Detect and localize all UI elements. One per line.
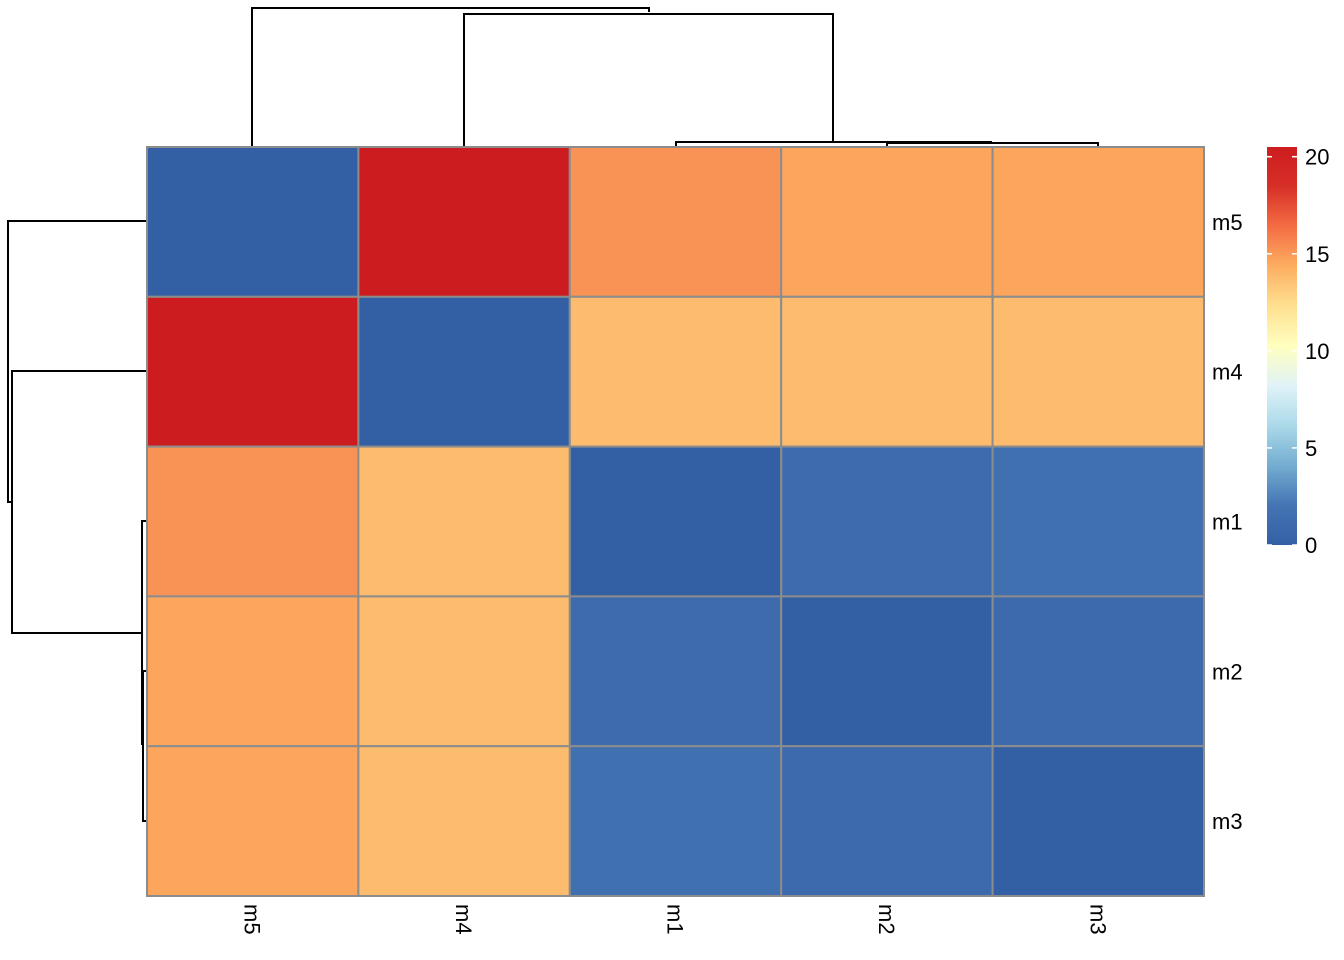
heatmap-cell-m1-m4 <box>357 445 571 598</box>
row-labels: m5 m4 m1 m2 m3 <box>1212 210 1243 834</box>
legend-tick-label-0: 0 <box>1305 533 1317 558</box>
heatmap-cell-m3-m3 <box>991 745 1205 898</box>
row-label-m5: m5 <box>1212 210 1243 235</box>
row-label-m4: m4 <box>1212 360 1243 385</box>
legend-tick-label-5: 5 <box>1305 436 1317 461</box>
row-label-m2: m2 <box>1212 659 1243 684</box>
heatmap-cell-m2-m1 <box>568 595 783 748</box>
heatmap-cell-m5-m2 <box>780 146 994 298</box>
color-legend: 0 5 10 15 20 <box>1267 145 1329 558</box>
heatmap-cells <box>146 146 1205 898</box>
column-label-m5: m5 <box>240 904 265 935</box>
heatmap-cell-m4-m4 <box>357 295 571 448</box>
heatmap-cell-m5-m3 <box>991 146 1205 298</box>
heatmap-cell-m1-m5 <box>146 445 360 598</box>
column-labels: m5 m4 m1 m2 m3 <box>240 904 1111 935</box>
heatmap-cell-m1-m2 <box>780 445 994 598</box>
heatmap-cell-m3-m2 <box>780 745 994 898</box>
legend-tick-label-20: 20 <box>1305 145 1329 170</box>
color-legend-bar <box>1267 147 1297 545</box>
heatmap-cell-m4-m3 <box>991 295 1205 448</box>
heatmap-cell-m4-m1 <box>568 295 783 448</box>
col-dendro-branch-m4 <box>463 13 834 147</box>
heatmap-cell-m2-m3 <box>991 595 1205 748</box>
legend-tick-label-15: 15 <box>1305 242 1329 267</box>
heatmap-cell-m5-m5 <box>146 146 360 298</box>
heatmap-cell-m1-m1 <box>568 445 783 598</box>
row-label-m1: m1 <box>1212 510 1243 535</box>
heatmap-cell-m1-m3 <box>991 445 1205 598</box>
column-label-m2: m2 <box>874 904 899 935</box>
heatmap-cell-m3-m5 <box>146 745 360 898</box>
column-label-m1: m1 <box>663 904 688 935</box>
heatmap-cell-m5-m1 <box>568 146 783 298</box>
heatmap-cell-m3-m1 <box>568 745 783 898</box>
heatmap-cell-m4-m2 <box>780 295 994 448</box>
row-dendro-branch-m5 <box>7 220 147 503</box>
heatmap-cell-m2-m4 <box>357 595 571 748</box>
column-label-m4: m4 <box>451 904 476 935</box>
row-label-m3: m3 <box>1212 809 1243 834</box>
heatmap-cell-m5-m4 <box>357 146 571 298</box>
heatmap-cell-m4-m5 <box>146 295 360 448</box>
column-dendrogram <box>251 7 1099 147</box>
col-dendro-branch-root <box>251 7 650 147</box>
row-dendro-branch-m2-m3 <box>142 670 147 822</box>
column-label-m3: m3 <box>1085 904 1110 935</box>
heatmap-cell-m2-m2 <box>780 595 994 748</box>
heatmap-cell-m2-m5 <box>146 595 360 748</box>
row-dendro-branch-m4 <box>11 370 147 634</box>
heatmap-cell-m3-m4 <box>357 745 571 898</box>
row-dendrogram <box>7 220 147 822</box>
legend-tick-label-10: 10 <box>1305 339 1329 364</box>
